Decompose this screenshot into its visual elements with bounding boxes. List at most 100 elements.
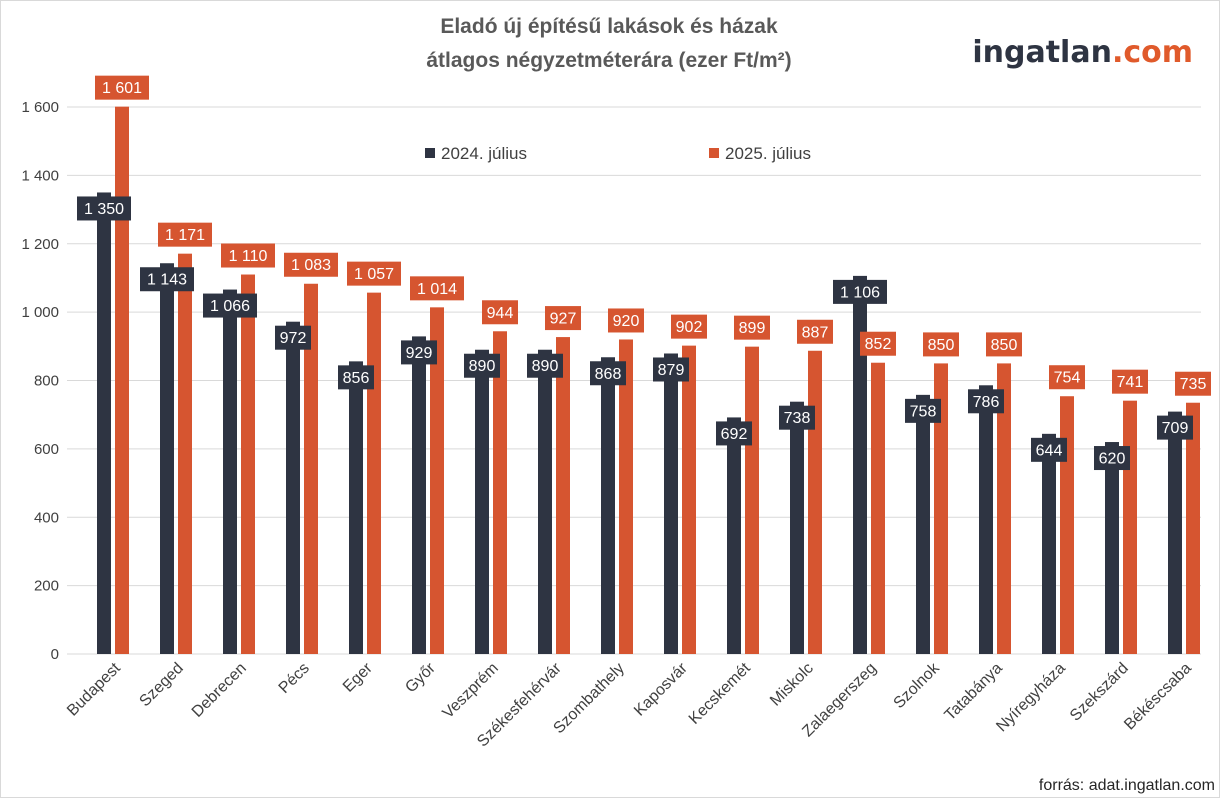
bar-2024 [790, 401, 804, 654]
data-label-2024: 890 [527, 353, 563, 378]
data-label-box [527, 353, 563, 378]
data-label-2024: 929 [401, 340, 437, 365]
bar-2025 [808, 350, 822, 654]
data-label-text: 890 [532, 358, 559, 375]
data-label-2024: 692 [716, 421, 752, 446]
y-tick-label: 200 [34, 578, 59, 595]
data-label-text: 735 [1180, 376, 1207, 393]
data-label-text: 1 601 [102, 80, 142, 97]
data-label-2024: 972 [275, 325, 311, 350]
data-label-text: 868 [595, 366, 622, 383]
x-tick-label: Szeged [136, 660, 186, 710]
data-label-box [608, 308, 644, 333]
data-label-2024: 1 106 [833, 279, 887, 304]
data-label-2025: 850 [923, 332, 959, 357]
bar-2025 [493, 331, 507, 654]
data-label-2025: 1 171 [158, 222, 212, 247]
data-label-box [1175, 371, 1211, 396]
data-label-text: 1 171 [165, 227, 205, 244]
data-label-box [77, 196, 131, 221]
source-note: forrás: adat.ingatlan.com [1039, 777, 1215, 794]
bar-2025 [367, 292, 381, 654]
data-label-text: 1 143 [147, 272, 187, 289]
data-label-box [833, 279, 887, 304]
y-tick-label: 0 [51, 646, 59, 663]
bar-2025 [619, 339, 633, 654]
data-label-2024: 890 [464, 353, 500, 378]
y-tick-label: 800 [34, 373, 59, 390]
ingatlan-logo: ingatlan.com [972, 35, 1193, 70]
data-label-box [401, 340, 437, 365]
data-label-text: 1 110 [229, 248, 268, 265]
data-label-2025: 852 [860, 331, 896, 356]
data-label-box [410, 276, 464, 301]
legend-label-2025: 2025. július [725, 144, 811, 163]
bar-2024 [664, 353, 678, 654]
y-tick-label: 1 400 [21, 167, 59, 184]
data-label-text: 887 [802, 324, 829, 341]
data-label-text: 692 [721, 426, 748, 443]
bar-2024 [853, 275, 867, 654]
data-label-box [779, 405, 815, 430]
data-label-box [671, 314, 707, 339]
bar-2024 [1105, 442, 1119, 654]
bar-2024 [916, 394, 930, 654]
y-tick-label: 600 [34, 441, 59, 458]
data-label-text: 1 014 [417, 281, 457, 298]
data-label-text: 786 [973, 394, 1000, 411]
bar-2025 [115, 106, 129, 654]
data-label-box [590, 361, 626, 386]
legend-label-2024: 2024. július [441, 144, 527, 163]
data-label-2025: 754 [1049, 365, 1085, 390]
data-label-2024: 786 [968, 389, 1004, 414]
data-label-2025: 850 [986, 332, 1022, 357]
data-label-2025: 741 [1112, 369, 1148, 394]
x-tick-label: Tatabánya [942, 660, 1006, 724]
logo-accent-text: .com [1112, 35, 1193, 70]
y-tick-label: 1 200 [21, 236, 59, 253]
data-label-box [734, 315, 770, 340]
data-label-text: 944 [487, 305, 514, 322]
chart-title: Eladó új építésű lakások és házak [440, 15, 778, 38]
data-label-2025: 927 [545, 306, 581, 331]
bar-2024 [97, 192, 111, 654]
bar-2024 [475, 349, 489, 654]
x-tick-label: Békéscsaba [1121, 660, 1195, 734]
bar-2024 [160, 263, 174, 654]
data-label-2025: 944 [482, 300, 518, 325]
data-label-2024: 709 [1157, 415, 1193, 440]
data-label-text: 850 [928, 337, 955, 354]
data-label-text: 1 057 [354, 266, 394, 283]
data-label-2025: 1 110 [221, 243, 275, 268]
bar-2024 [1168, 411, 1182, 654]
x-tick-label: Kaposvár [631, 659, 691, 719]
x-tick-label: Győr [402, 659, 439, 696]
bar-2025 [556, 337, 570, 654]
legend: 2024. július 2025. július [425, 144, 811, 163]
data-label-box [860, 331, 896, 356]
data-label-box [1049, 365, 1085, 390]
data-label-2024: 644 [1031, 437, 1067, 462]
data-label-box [905, 398, 941, 423]
data-label-text: 927 [550, 311, 577, 328]
data-label-box [545, 306, 581, 331]
data-label-2025: 920 [608, 308, 644, 333]
data-label-box [221, 243, 275, 268]
data-label-text: 620 [1099, 451, 1126, 468]
bar-2024 [286, 321, 300, 654]
data-label-2025: 899 [734, 315, 770, 340]
data-label-box [95, 75, 149, 100]
data-label-box [986, 332, 1022, 357]
data-label-text: 1 083 [291, 257, 331, 274]
data-label-2024: 868 [590, 361, 626, 386]
bar-2024 [1042, 433, 1056, 654]
data-label-text: 1 066 [210, 298, 250, 315]
data-label-box [347, 261, 401, 286]
data-labels: 1 350 1 601 1 143 1 171 1 066 1 110 972 1 083 85… [77, 75, 1211, 471]
data-label-2024: 1 066 [203, 293, 257, 318]
data-label-text: 899 [739, 320, 766, 337]
x-tick-label: Debrecen [189, 660, 250, 721]
data-label-2024: 879 [653, 357, 689, 382]
x-tick-label: Szolnok [891, 659, 944, 712]
